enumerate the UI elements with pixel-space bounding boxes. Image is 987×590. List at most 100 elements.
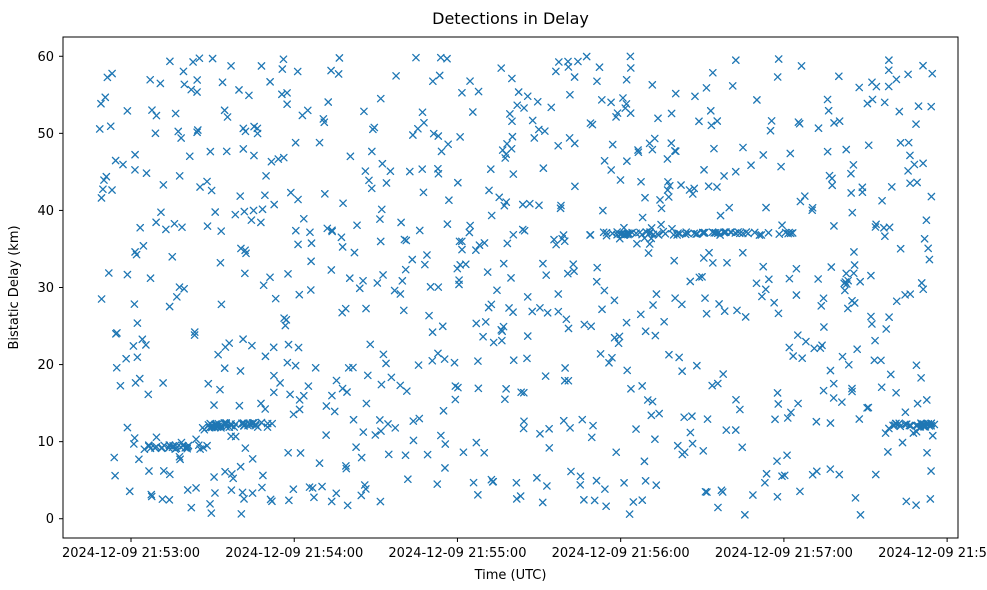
scatter-point xyxy=(379,271,387,279)
scatter-point xyxy=(472,246,480,255)
scatter-point xyxy=(371,431,380,439)
scatter-point xyxy=(695,273,704,282)
scatter-point xyxy=(671,89,680,98)
scatter-point xyxy=(740,510,749,519)
scatter-point xyxy=(580,320,589,329)
scatter-point xyxy=(102,172,111,181)
scatter-point xyxy=(438,322,447,331)
scatter-point xyxy=(122,354,130,363)
scatter-point xyxy=(870,356,879,365)
scatter-point xyxy=(414,361,423,369)
scatter-point xyxy=(142,169,151,178)
scatter-point xyxy=(850,261,859,269)
scatter-point xyxy=(214,350,222,359)
scatter-point xyxy=(359,428,368,436)
scatter-point xyxy=(469,478,478,487)
scatter-point xyxy=(208,54,217,63)
scatter-point xyxy=(225,339,234,347)
scatter-point xyxy=(723,258,731,267)
scatter-point xyxy=(322,402,331,410)
scatter-point xyxy=(528,307,537,316)
scatter-point xyxy=(227,470,236,478)
scatter-point xyxy=(710,144,718,153)
scatter-point xyxy=(253,129,262,138)
scatter-point xyxy=(554,307,563,316)
scatter-point xyxy=(784,229,793,238)
scatter-point xyxy=(700,165,708,174)
y-tick-label: 60 xyxy=(37,50,54,65)
scatter-point xyxy=(129,342,138,350)
scatter-point xyxy=(596,350,605,358)
scatter-point xyxy=(668,224,676,233)
scatter-point xyxy=(645,240,654,248)
scatter-point xyxy=(600,286,609,295)
scatter-point xyxy=(593,77,601,86)
scatter-point xyxy=(135,455,143,464)
scatter-point xyxy=(138,335,147,344)
scatter-point xyxy=(688,412,696,421)
scatter-point xyxy=(582,52,591,61)
scatter-point xyxy=(892,297,901,306)
scatter-point xyxy=(196,445,204,453)
scatter-point xyxy=(152,218,160,227)
scatter-point xyxy=(927,192,936,201)
scatter-point xyxy=(501,395,509,404)
y-tick-label: 0 xyxy=(46,512,54,527)
scatter-point xyxy=(392,72,400,80)
scatter-point xyxy=(465,228,474,237)
scatter-point xyxy=(220,364,229,373)
scatter-point xyxy=(257,62,266,70)
scatter-point xyxy=(289,485,298,494)
scatter-point xyxy=(877,383,886,392)
scatter-point xyxy=(674,229,682,237)
scatter-point xyxy=(545,444,554,452)
scatter-point xyxy=(587,322,596,331)
scatter-point xyxy=(332,376,341,385)
y-tick-label: 30 xyxy=(37,281,54,296)
scatter-point xyxy=(523,92,532,101)
scatter-point xyxy=(175,283,184,291)
scatter-point xyxy=(708,68,717,77)
scatter-point xyxy=(856,510,865,519)
scatter-point xyxy=(472,438,481,447)
chart-title: Detections in Delay xyxy=(432,9,589,28)
scatter-point xyxy=(211,489,219,497)
scatter-point xyxy=(626,52,635,61)
scatter-point xyxy=(480,448,489,457)
scatter-point xyxy=(574,57,582,66)
scatter-point xyxy=(235,86,243,94)
scatter-point xyxy=(607,98,615,107)
scatter-point xyxy=(560,376,569,385)
scatter-point xyxy=(912,120,920,128)
scatter-point xyxy=(566,90,574,99)
scatter-point xyxy=(892,388,900,397)
scatter-point xyxy=(678,450,687,459)
scatter-point xyxy=(927,421,936,430)
scatter-point xyxy=(509,230,518,239)
scatter-point xyxy=(190,331,199,339)
scatter-point xyxy=(533,97,542,106)
scatter-point xyxy=(156,79,165,88)
scatter-point xyxy=(441,440,450,448)
scatter-point xyxy=(244,421,252,430)
scatter-point xyxy=(171,109,180,118)
scatter-point xyxy=(592,277,601,286)
scatter-point xyxy=(195,54,204,63)
scatter-point xyxy=(725,203,734,212)
scatter-point xyxy=(654,114,662,123)
scatter-point xyxy=(715,300,723,308)
scatter-point xyxy=(761,478,769,487)
scatter-point xyxy=(586,231,594,239)
scatter-point xyxy=(172,293,181,301)
scatter-point xyxy=(767,117,776,125)
scatter-point xyxy=(905,421,914,430)
scatter-point xyxy=(762,469,771,478)
scatter-point xyxy=(919,285,928,294)
scatter-point xyxy=(520,104,528,112)
scatter-point xyxy=(342,462,350,470)
scatter-point xyxy=(808,206,817,215)
scatter-point xyxy=(925,255,934,264)
scatter-point xyxy=(279,55,288,64)
scatter-point xyxy=(820,323,828,331)
scatter-point xyxy=(276,379,284,387)
